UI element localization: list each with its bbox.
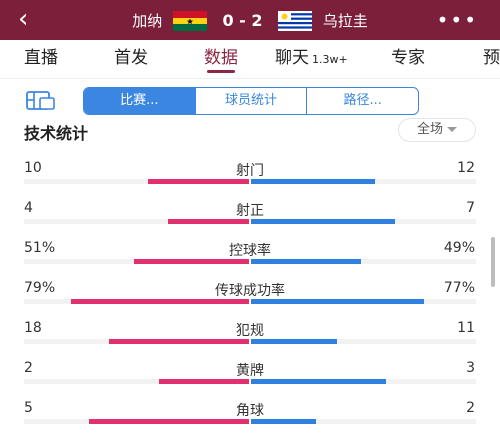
home-bar-track xyxy=(24,299,249,304)
scope-dropdown[interactable]: 全场 xyxy=(398,118,476,142)
home-bar-track xyxy=(24,219,249,224)
tabs-divider xyxy=(0,78,500,79)
match-score: 0 - 2 xyxy=(222,10,263,30)
away-bar-track xyxy=(251,299,476,304)
away-bar-track xyxy=(251,419,476,424)
scope-label: 全场 xyxy=(416,122,443,137)
home-value: 79% xyxy=(24,280,56,296)
stat-label: 传球成功率 xyxy=(215,283,285,299)
stat-label: 角球 xyxy=(236,403,264,419)
home-bar-track xyxy=(24,379,249,384)
home-team-name: 加纳 xyxy=(132,11,163,30)
home-bar xyxy=(71,299,249,304)
seg-match-stats[interactable]: 比赛... xyxy=(84,88,195,114)
home-value: 18 xyxy=(24,320,42,336)
home-value: 5 xyxy=(24,400,33,416)
away-bar xyxy=(251,219,395,224)
scoreboard: 加纳 0 - 2 乌拉圭 xyxy=(0,9,500,32)
ghana-flag-icon xyxy=(173,10,208,31)
seg-player-stats[interactable]: 球员统计 xyxy=(194,88,307,114)
more-icon[interactable]: ••• xyxy=(436,8,478,32)
stat-row: 51% 控球率 49% xyxy=(0,240,500,280)
tab-lineup[interactable]: 首发 xyxy=(114,48,148,68)
stat-row: 18 犯规 11 xyxy=(0,320,500,360)
stat-label: 射正 xyxy=(236,203,264,219)
stat-row: 79% 传球成功率 77% xyxy=(0,280,500,320)
home-bar xyxy=(159,379,249,384)
away-value: 12 xyxy=(457,160,475,176)
away-bar-track xyxy=(251,379,476,384)
away-bar xyxy=(251,299,424,304)
home-bar-track xyxy=(24,339,249,344)
stat-row: 5 角球 2 xyxy=(0,400,500,440)
stat-label: 控球率 xyxy=(229,243,271,259)
tab-chat[interactable]: 聊天 1.3w+ xyxy=(275,48,348,70)
home-bar xyxy=(168,219,249,224)
away-bar-track xyxy=(251,219,476,224)
away-bar xyxy=(251,259,361,264)
away-bar-track xyxy=(251,179,476,184)
scrollbar[interactable] xyxy=(491,237,495,287)
away-bar-track xyxy=(251,259,476,264)
away-bar xyxy=(251,179,375,184)
away-value: 3 xyxy=(466,360,475,376)
stat-label: 射门 xyxy=(236,163,264,179)
away-bar-track xyxy=(251,339,476,344)
caret-down-icon xyxy=(447,127,457,132)
stat-label: 黄牌 xyxy=(236,363,264,379)
away-team-name: 乌拉圭 xyxy=(322,11,368,30)
away-value: 49% xyxy=(443,240,475,256)
stat-label: 犯规 xyxy=(236,323,264,339)
away-value: 7 xyxy=(466,200,475,216)
stats-segmented-control: 比赛... 球员统计 路径... xyxy=(83,87,419,115)
home-bar xyxy=(134,259,249,264)
home-value: 4 xyxy=(24,200,33,216)
stat-row: 4 射正 7 xyxy=(0,200,500,240)
stat-row: 2 黄牌 3 xyxy=(0,360,500,400)
layout-icon[interactable] xyxy=(24,88,58,112)
active-tab-indicator xyxy=(207,70,235,73)
match-header: ‹ 加纳 0 - 2 乌拉圭 ••• xyxy=(0,0,500,40)
home-value: 2 xyxy=(24,360,33,376)
away-value: 77% xyxy=(443,280,475,296)
home-bar xyxy=(89,419,249,424)
tab-chat-label: 聊天 xyxy=(275,48,309,68)
tab-data[interactable]: 数据 xyxy=(204,48,238,68)
home-value: 10 xyxy=(24,160,42,176)
chevron-left-icon[interactable]: ‹ xyxy=(18,4,29,34)
seg-path[interactable]: 路径... xyxy=(306,88,418,114)
uruguay-flag-icon xyxy=(277,10,312,31)
away-value: 2 xyxy=(466,400,475,416)
home-bar-track xyxy=(24,419,249,424)
tab-live[interactable]: 直播 xyxy=(24,48,58,68)
home-bar xyxy=(148,179,249,184)
tab-bar: 直播 首发 数据 聊天 1.3w+ 专家 预 xyxy=(0,40,500,76)
away-bar xyxy=(251,339,337,344)
home-bar-track xyxy=(24,179,249,184)
tab-prediction[interactable]: 预 xyxy=(483,48,500,68)
tab-expert[interactable]: 专家 xyxy=(391,48,425,68)
home-bar-track xyxy=(24,259,249,264)
away-value: 11 xyxy=(457,320,475,336)
home-value: 51% xyxy=(24,240,56,256)
away-bar xyxy=(251,419,316,424)
home-bar xyxy=(109,339,249,344)
chat-count-badge: 1.3w+ xyxy=(312,53,348,66)
away-bar xyxy=(251,379,386,384)
stat-row: 10 射门 12 xyxy=(0,160,500,200)
section-title: 技术统计 xyxy=(24,124,89,143)
